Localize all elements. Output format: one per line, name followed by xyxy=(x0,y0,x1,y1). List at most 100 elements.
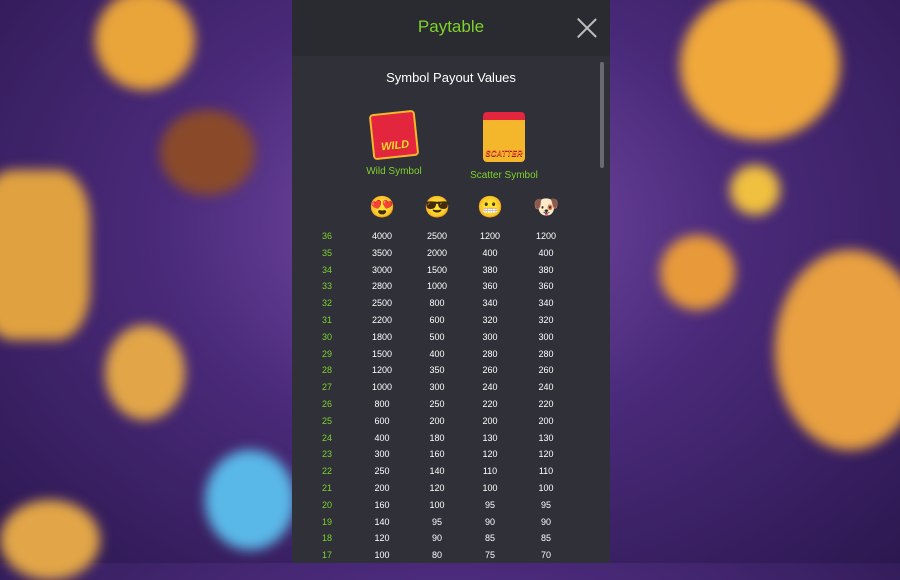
payout-value: 2500 xyxy=(426,231,448,241)
payout-value: 300 xyxy=(538,331,554,342)
match-count: 36 xyxy=(321,231,332,241)
payout-value: 380 xyxy=(538,264,554,275)
scatter-badge: SCATTER xyxy=(485,149,523,158)
payout-value: 90 xyxy=(484,516,495,527)
payout-value: 75 xyxy=(484,550,495,561)
table-row: 27 1000 300 240 240 xyxy=(292,382,610,398)
payout-value: 95 xyxy=(540,499,551,510)
table-row: 21 200 120 100 100 xyxy=(292,483,610,499)
table-row: 24 400 180 130 130 xyxy=(292,433,610,449)
wild-symbol: WILD Wild Symbol xyxy=(334,109,454,177)
table-row: 23 300 160 120 120 xyxy=(292,449,610,465)
payout-value: 200 xyxy=(482,415,498,426)
payout-value: 250 xyxy=(429,399,445,409)
wild-badge: WILD xyxy=(380,138,410,154)
payout-value: 380 xyxy=(482,264,498,275)
table-row: 31 2200 600 320 320 xyxy=(292,315,610,331)
payout-value: 1000 xyxy=(426,281,448,292)
payout-value: 2200 xyxy=(371,315,393,325)
grimacing-emoji-icon: 😬 xyxy=(477,196,504,219)
background-emoji xyxy=(105,325,185,420)
payout-value: 500 xyxy=(429,331,445,342)
payout-value: 85 xyxy=(484,533,495,544)
match-count: 26 xyxy=(321,399,332,409)
payout-value: 200 xyxy=(374,483,390,493)
match-count: 22 xyxy=(321,466,332,477)
background-emoji xyxy=(95,0,195,90)
scatter-symbol: SCATTER Scatter Symbol xyxy=(444,112,564,181)
payout-value: 100 xyxy=(374,550,390,561)
background-emoji xyxy=(730,165,780,215)
payout-value: 340 xyxy=(538,298,554,309)
sunglasses-emoji-icon: 😎 xyxy=(424,196,451,219)
payout-value: 110 xyxy=(538,466,554,477)
payout-value: 2800 xyxy=(371,281,393,292)
scatter-symbol-label: Scatter Symbol xyxy=(470,170,538,181)
payout-value: 140 xyxy=(374,516,390,527)
table-row: 18 120 90 85 85 xyxy=(292,533,610,549)
heart-eyes-emoji-icon: 😍 xyxy=(369,196,396,219)
payout-value: 1200 xyxy=(371,365,393,376)
table-row: 17 100 80 75 70 xyxy=(292,550,610,566)
payout-value: 85 xyxy=(540,533,551,544)
payout-value: 1800 xyxy=(371,331,393,342)
payout-value: 95 xyxy=(484,499,495,510)
payout-value: 300 xyxy=(374,449,390,460)
match-count: 33 xyxy=(321,281,332,292)
payout-value: 360 xyxy=(538,281,554,292)
table-row: 22 250 140 110 110 xyxy=(292,466,610,482)
scrollbar[interactable] xyxy=(600,62,604,168)
payout-value: 120 xyxy=(374,533,390,544)
payout-value: 100 xyxy=(482,483,498,493)
payout-value: 400 xyxy=(429,348,445,359)
table-row: 28 1200 350 260 260 xyxy=(292,365,610,381)
match-count: 24 xyxy=(321,432,332,443)
payout-value: 1000 xyxy=(371,382,393,393)
payout-value: 200 xyxy=(538,415,554,426)
paytable-panel: Paytable Symbol Payout Values WILD Wild … xyxy=(292,0,610,563)
payout-value: 80 xyxy=(431,550,442,561)
payout-value: 2500 xyxy=(371,298,393,309)
payout-value: 220 xyxy=(482,399,498,409)
payout-value: 800 xyxy=(374,399,390,409)
payout-value: 340 xyxy=(482,298,498,309)
paytable-header: Paytable xyxy=(292,0,610,56)
payout-value: 100 xyxy=(538,483,554,493)
payout-value: 3000 xyxy=(371,264,393,275)
payout-value: 200 xyxy=(429,415,445,426)
payout-value: 70 xyxy=(540,550,551,561)
payout-value: 1500 xyxy=(371,348,393,359)
table-row: 33 2800 1000 360 360 xyxy=(292,281,610,297)
payout-value: 600 xyxy=(429,315,445,325)
payout-value: 120 xyxy=(482,449,498,460)
background-emoji xyxy=(160,110,255,195)
payout-value: 120 xyxy=(538,449,554,460)
background-emoji xyxy=(680,0,840,140)
match-count: 17 xyxy=(321,550,332,561)
match-count: 25 xyxy=(321,415,332,426)
table-row: 32 2500 800 340 340 xyxy=(292,298,610,314)
match-count: 18 xyxy=(321,533,332,544)
close-icon[interactable] xyxy=(577,18,597,38)
payout-value: 600 xyxy=(374,415,390,426)
payout-value: 280 xyxy=(538,348,554,359)
match-count: 23 xyxy=(321,449,332,460)
match-count: 20 xyxy=(321,499,332,510)
payout-value: 320 xyxy=(538,315,554,325)
payout-value: 140 xyxy=(429,466,445,477)
table-row: 34 3000 1500 380 380 xyxy=(292,265,610,281)
payout-value: 160 xyxy=(374,499,390,510)
payout-value: 110 xyxy=(482,466,498,477)
background-emoji xyxy=(0,500,100,580)
payout-value: 1500 xyxy=(426,264,448,275)
match-count: 19 xyxy=(321,516,332,527)
payout-value: 2000 xyxy=(426,247,448,258)
payout-value: 400 xyxy=(538,247,554,258)
payout-value: 3500 xyxy=(371,247,393,258)
payout-value: 240 xyxy=(482,382,498,393)
section-title: Symbol Payout Values xyxy=(386,70,516,85)
payout-value: 160 xyxy=(429,449,445,460)
background-emoji xyxy=(775,250,900,450)
payout-value: 240 xyxy=(538,382,554,393)
payout-value: 1200 xyxy=(479,231,501,241)
